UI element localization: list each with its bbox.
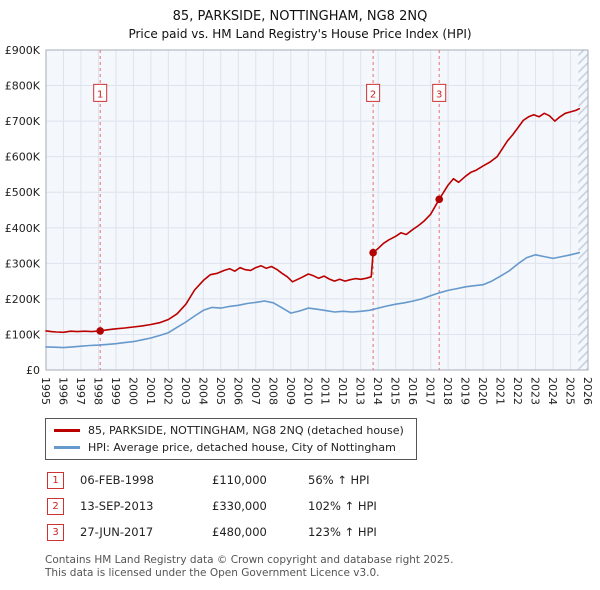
svg-text:2013: 2013: [354, 377, 367, 405]
svg-text:2020: 2020: [476, 377, 489, 405]
legend-label-property: 85, PARKSIDE, NOTTINGHAM, NG8 2NQ (detac…: [88, 423, 404, 437]
svg-text:2015: 2015: [389, 377, 402, 405]
transaction-row: 1 06-FEB-1998 £110,000 56% ↑ HPI: [47, 471, 600, 489]
transaction-table: 1 06-FEB-1998 £110,000 56% ↑ HPI 2 13-SE…: [47, 471, 600, 541]
legend-swatch-property-line: [54, 428, 80, 432]
svg-text:2001: 2001: [144, 377, 157, 405]
transaction-date: 13-SEP-2013: [80, 499, 154, 514]
svg-text:2014: 2014: [371, 377, 384, 405]
svg-text:£100K: £100K: [5, 328, 41, 341]
svg-text:2011: 2011: [319, 377, 332, 405]
svg-text:2026: 2026: [581, 377, 594, 405]
footer-line-2: This data is licensed under the Open Gov…: [45, 567, 380, 580]
transaction-number-badge: 2: [47, 497, 64, 515]
footer-line-1: Contains HM Land Registry data © Crown c…: [45, 553, 454, 566]
page-subtitle: Price paid vs. HM Land Registry's House …: [128, 26, 472, 41]
svg-text:2016: 2016: [406, 377, 419, 405]
price-chart-container: 1 2 3 £0 £100K £200K £300K £400K £500K £600K £700K…: [0, 44, 600, 416]
svg-text:£500K: £500K: [5, 186, 41, 199]
price-chart: 1 2 3 £0 £100K £200K £300K £400K £500K £600K £700K…: [5, 44, 594, 405]
svg-text:2017: 2017: [424, 377, 437, 405]
svg-text:1996: 1996: [56, 377, 69, 405]
svg-text:2018: 2018: [441, 377, 454, 405]
svg-text:2008: 2008: [266, 377, 279, 405]
svg-text:1997: 1997: [74, 377, 87, 405]
svg-text:2025: 2025: [564, 377, 577, 405]
svg-text:2012: 2012: [336, 377, 349, 405]
transaction-date: 06-FEB-1998: [80, 473, 154, 488]
transaction-hpi-delta: 102% ↑ HPI: [308, 499, 377, 514]
license-footer: Contains HM Land Registry data © Crown c…: [45, 554, 600, 581]
transaction-number-badge: 1: [47, 471, 64, 489]
svg-text:2021: 2021: [494, 377, 507, 405]
svg-text:2002: 2002: [161, 377, 174, 405]
svg-text:1998: 1998: [91, 377, 104, 405]
svg-text:2005: 2005: [214, 377, 227, 405]
svg-text:£800K: £800K: [5, 79, 41, 92]
svg-text:£600K: £600K: [5, 150, 41, 163]
transaction-hpi-delta: 56% ↑ HPI: [308, 473, 370, 488]
svg-text:2010: 2010: [301, 377, 314, 405]
svg-text:£0: £0: [26, 364, 40, 377]
legend-item-property: 85, PARKSIDE, NOTTINGHAM, NG8 2NQ (detac…: [54, 424, 404, 437]
svg-text:2019: 2019: [459, 377, 472, 405]
transaction-number-badge: 3: [47, 523, 64, 541]
svg-text:1: 1: [97, 89, 103, 100]
svg-text:£300K: £300K: [5, 257, 41, 270]
svg-text:2007: 2007: [249, 377, 262, 405]
svg-text:2006: 2006: [231, 377, 244, 405]
svg-text:1995: 1995: [39, 377, 52, 405]
legend-item-hpi: HPI: Average price, detached house, City…: [54, 441, 404, 454]
svg-text:2000: 2000: [126, 377, 139, 405]
svg-text:£700K: £700K: [5, 115, 41, 128]
transaction-hpi-delta: 123% ↑ HPI: [308, 525, 377, 540]
transaction-row: 2 13-SEP-2013 £330,000 102% ↑ HPI: [47, 497, 600, 515]
legend-label-hpi: HPI: Average price, detached house, City…: [88, 440, 396, 454]
transaction-price: £110,000: [212, 473, 267, 488]
svg-text:2009: 2009: [284, 377, 297, 405]
svg-text:2: 2: [370, 89, 376, 100]
svg-text:£200K: £200K: [5, 293, 41, 306]
transaction-row: 3 27-JUN-2017 £480,000 123% ↑ HPI: [47, 523, 600, 541]
transaction-date: 27-JUN-2017: [80, 525, 154, 540]
svg-text:2023: 2023: [529, 377, 542, 405]
svg-text:1999: 1999: [109, 377, 122, 405]
svg-text:2003: 2003: [179, 377, 192, 405]
transaction-price: £480,000: [212, 525, 267, 540]
svg-text:£400K: £400K: [5, 222, 41, 235]
legend-swatch-hpi-line: [54, 445, 80, 449]
chart-legend: 85, PARKSIDE, NOTTINGHAM, NG8 2NQ (detac…: [45, 417, 417, 460]
svg-text:3: 3: [436, 89, 442, 100]
chart-header: 85, PARKSIDE, NOTTINGHAM, NG8 2NQ Price …: [0, 0, 600, 42]
svg-text:2004: 2004: [196, 377, 209, 405]
page-title: 85, PARKSIDE, NOTTINGHAM, NG8 2NQ: [172, 9, 428, 24]
svg-text:£900K: £900K: [5, 44, 41, 57]
svg-text:2024: 2024: [546, 377, 559, 405]
transaction-price: £330,000: [212, 499, 267, 514]
svg-text:2022: 2022: [511, 377, 524, 405]
